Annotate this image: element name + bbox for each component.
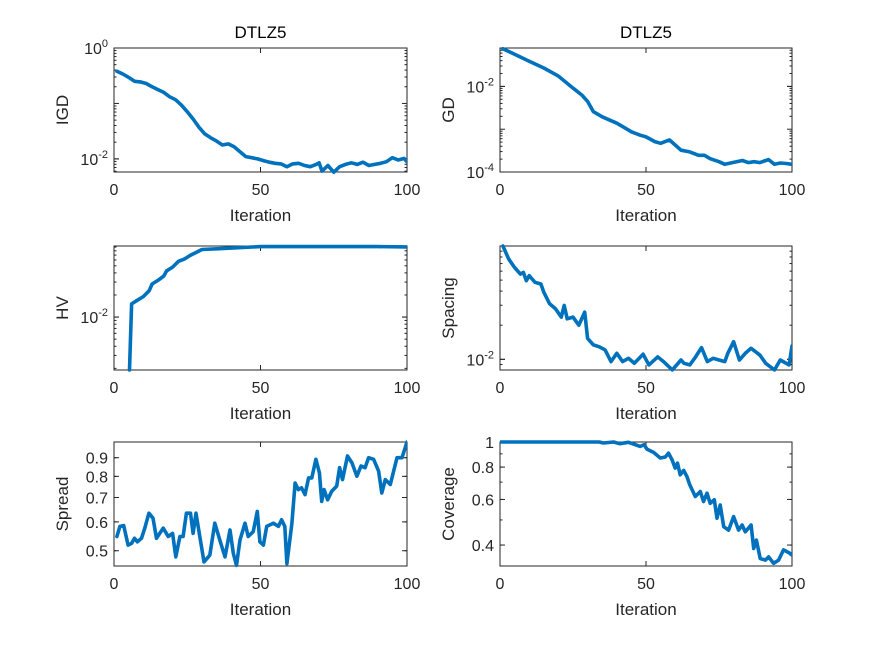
subplot-coverage: 0.4 0.6 0.8 1 0 50 100 Iteration Coverage (439, 435, 805, 619)
y-axis-label: Spacing (439, 277, 458, 338)
series-line-gd (501, 46, 792, 167)
y-tick-label-base: 0.9 (86, 451, 108, 468)
y-tick-label-exponent: -2 (484, 349, 494, 361)
x-tick-label: 100 (394, 182, 421, 199)
y-tick-label-base: 0.8 (472, 460, 494, 477)
y-tick-label-base: 10 (466, 165, 484, 182)
y-axis-label: GD (439, 97, 458, 123)
x-tick-label: 0 (110, 576, 119, 593)
y-tick-label: 10-4 (466, 162, 494, 182)
y-tick-label: 1 (485, 435, 494, 452)
y-tick-label-base: 0.5 (86, 544, 108, 561)
y-axis-label: Coverage (439, 467, 458, 541)
x-tick-label: 0 (110, 380, 119, 397)
chart-title: DTLZ5 (235, 23, 287, 42)
y-tick-label: 100 (84, 38, 108, 58)
x-tick-label: 0 (496, 576, 505, 593)
y-axis-label: HV (53, 296, 72, 320)
y-tick-label-exponent: -4 (484, 162, 494, 174)
y-tick-label-base: 10 (466, 79, 484, 96)
x-tick-label: 0 (496, 182, 505, 199)
y-tick-label: 0.8 (472, 460, 494, 477)
x-axis-label: Iteration (615, 404, 676, 423)
x-tick-label: 100 (779, 182, 806, 199)
y-tick-label: 0.7 (86, 490, 108, 507)
y-axis-label: Spread (53, 477, 72, 532)
y-tick-label: 0.4 (472, 538, 494, 555)
axes-frame (113, 441, 408, 567)
x-tick-label: 100 (394, 380, 421, 397)
x-tick-label: 0 (110, 182, 119, 199)
x-tick-label: 50 (252, 182, 270, 199)
series-line-spread (115, 440, 407, 568)
axes-frame (113, 245, 408, 371)
x-tick-label: 100 (779, 380, 806, 397)
x-tick-label: 0 (496, 380, 505, 397)
x-tick-label: 50 (637, 380, 655, 397)
y-axis-label: IGD (53, 95, 72, 125)
y-tick-label-exponent: -2 (98, 307, 108, 319)
x-tick-label: 50 (252, 380, 270, 397)
series-line-hv (127, 244, 407, 372)
x-tick-label: 100 (394, 576, 421, 593)
y-tick-label-base: 0.7 (86, 490, 108, 507)
y-tick-label-base: 10 (80, 310, 98, 327)
y-tick-label: 10-2 (80, 149, 108, 169)
y-tick-label-base: 10 (84, 41, 102, 58)
x-axis-label: Iteration (230, 600, 291, 619)
y-tick-label-base: 0.6 (86, 515, 108, 532)
y-tick-label: 0.6 (86, 515, 108, 532)
y-tick-label-base: 0.4 (472, 538, 494, 555)
x-tick-label: 50 (637, 576, 655, 593)
y-tick-label: 0.5 (86, 544, 108, 561)
series-line-spacing (501, 244, 792, 372)
x-tick-label: 100 (779, 576, 806, 593)
y-tick-label: 10-2 (466, 76, 494, 96)
y-tick-label-exponent: 0 (102, 38, 108, 50)
x-axis-label: Iteration (230, 404, 291, 423)
y-tick-label-base: 0.6 (472, 492, 494, 509)
y-tick-label-exponent: -2 (98, 149, 108, 161)
y-tick-label-base: 10 (80, 152, 98, 169)
series-line-coverage (500, 440, 792, 566)
x-axis-label: Iteration (230, 206, 291, 225)
subplot-spread: 0.5 0.6 0.7 0.80.9 0 50 100 Iteration Spread (53, 440, 421, 619)
y-tick-label-base: 10 (466, 352, 484, 369)
x-tick-label: 50 (637, 182, 655, 199)
y-tick-label: 0.6 (472, 492, 494, 509)
series-line-igd (115, 69, 407, 174)
chart-title: DTLZ5 (620, 23, 672, 42)
y-tick-label: 10-2 (80, 307, 108, 327)
axes-frame (113, 47, 408, 173)
x-axis-label: Iteration (615, 206, 676, 225)
x-tick-label: 50 (252, 576, 270, 593)
y-tick-label: 0.8 (86, 469, 108, 486)
subplot-hv: 10-2 0 50 100 Iteration HV (53, 244, 421, 423)
y-tick-label-exponent: -2 (484, 76, 494, 88)
axes-frame (499, 441, 793, 567)
x-axis-label: Iteration (615, 600, 676, 619)
y-tick-label: 10-2 (466, 349, 494, 369)
y-tick-label-base: 1 (485, 435, 494, 452)
y-tick-label: 0.9 (86, 451, 108, 468)
y-tick-label-base: 0.8 (86, 469, 108, 486)
